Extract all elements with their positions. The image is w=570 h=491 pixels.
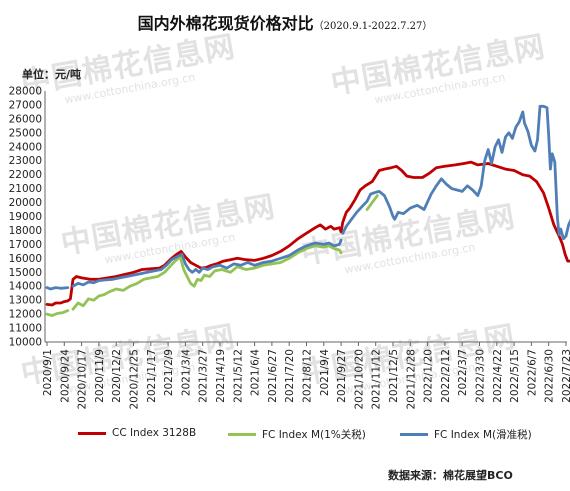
x-tick-label: 2022/2/12 bbox=[440, 349, 452, 403]
series-line-fc-index-1pct bbox=[365, 194, 379, 211]
x-tick-label: 2022/3/7 bbox=[457, 349, 469, 396]
y-tick-label: 26000 bbox=[9, 113, 42, 125]
legend-label-fc-index-1pct: FC Index M(1%关税) bbox=[262, 429, 366, 441]
y-tick-label: 24000 bbox=[9, 141, 42, 153]
y-tick-label: 27000 bbox=[9, 99, 42, 111]
x-tick-label: 2021/8/12 bbox=[302, 349, 314, 403]
x-tick-label: 2020/9/1 bbox=[42, 349, 54, 396]
y-tick-label: 18000 bbox=[9, 225, 42, 237]
legend-label-cc-index: CC Index 3128B bbox=[112, 427, 197, 439]
legend-swatch-fc-index-1pct bbox=[228, 433, 256, 436]
chart-legend: CC Index 3128B FC Index M(1%关税) FC Index… bbox=[0, 427, 570, 447]
legend-item-fc-index-1pct: FC Index M(1%关税) bbox=[228, 427, 366, 442]
series-line-fc-index-sliding bbox=[45, 286, 70, 291]
x-tick-label: 2022/6/7 bbox=[526, 349, 538, 396]
y-tick-label: 17000 bbox=[9, 239, 42, 251]
x-tick-label: 2021/3/27 bbox=[198, 349, 210, 403]
x-tick-label: 2022/1/20 bbox=[423, 349, 435, 403]
series-line-fc-index-sliding bbox=[341, 104, 570, 241]
chart-title-range: （2020.9.1-2022.7.27） bbox=[313, 21, 433, 32]
x-tick-label: 2021/11/12 bbox=[371, 349, 383, 410]
legend-label-fc-index-sliding: FC Index M(滑准税) bbox=[434, 429, 532, 441]
series-lines bbox=[45, 104, 570, 317]
x-tick-label: 2022/7/23 bbox=[561, 349, 570, 403]
x-tick-label: 2021/12/5 bbox=[388, 349, 400, 403]
x-tick-label: 2020/12/25 bbox=[129, 349, 141, 410]
x-tick-label: 2021/3/4 bbox=[180, 349, 192, 396]
y-tick-label: 20000 bbox=[9, 197, 42, 209]
x-tick-label: 2020/11/9 bbox=[94, 349, 106, 403]
y-tick-label: 13000 bbox=[9, 295, 42, 307]
y-tick-label: 19000 bbox=[9, 211, 42, 223]
x-tick-label: 2021/2/9 bbox=[163, 349, 175, 396]
x-tick-label: 2021/9/27 bbox=[336, 349, 348, 403]
series-line-fc-index-sliding bbox=[71, 238, 343, 288]
series-line-fc-index-1pct bbox=[71, 244, 343, 311]
x-tick-label: 2022/5/15 bbox=[509, 349, 521, 403]
y-tick-label: 22000 bbox=[9, 169, 42, 181]
series-line-cc-index bbox=[45, 160, 570, 307]
x-tick-label: 2021/9/4 bbox=[319, 349, 331, 396]
x-tick-label: 2022/6/30 bbox=[544, 349, 556, 403]
x-tick-label: 2021/7/20 bbox=[284, 349, 296, 403]
legend-swatch-fc-index-sliding bbox=[400, 433, 428, 436]
y-tick-label: 16000 bbox=[9, 253, 42, 265]
y-tick-label: 28000 bbox=[9, 86, 42, 98]
y-axis-unit-label: 单位：元/吨 bbox=[22, 68, 82, 81]
x-tick-label: 2021/10/20 bbox=[353, 349, 365, 410]
x-tick-label: 2022/3/30 bbox=[475, 349, 487, 403]
y-tick-label: 25000 bbox=[9, 127, 42, 139]
legend-item-cc-index: CC Index 3128B bbox=[78, 427, 196, 439]
y-tick-label: 11000 bbox=[9, 323, 42, 335]
series-line-fc-index-1pct bbox=[45, 309, 70, 317]
x-tick-label: 2021/5/12 bbox=[232, 349, 244, 403]
x-axis-ticks: 2020/9/1 2020/9/24 2020/10/17 2020/11/9 2020… bbox=[42, 342, 570, 410]
x-tick-label: 2020/9/24 bbox=[59, 349, 71, 403]
chart-title-text: 国内外棉花现货价格对比 bbox=[137, 14, 314, 33]
y-tick-label: 23000 bbox=[9, 155, 42, 167]
x-tick-label: 2020/10/17 bbox=[77, 349, 89, 410]
chart-axes bbox=[44, 91, 567, 343]
x-tick-label: 2021/6/27 bbox=[267, 349, 279, 403]
legend-swatch-cc-index bbox=[78, 431, 106, 435]
x-tick-label: 2021/1/17 bbox=[146, 349, 158, 403]
y-tick-label: 10000 bbox=[9, 337, 42, 349]
x-tick-label: 2021/12/28 bbox=[405, 349, 417, 410]
x-tick-label: 2020/12/2 bbox=[111, 349, 123, 403]
x-tick-label: 2021/4/19 bbox=[215, 349, 227, 403]
chart-title: 国内外棉花现货价格对比（2020.9.1-2022.7.27） bbox=[0, 10, 570, 34]
y-tick-label: 14000 bbox=[9, 281, 42, 293]
x-tick-label: 2022/4/22 bbox=[492, 349, 504, 403]
y-tick-label: 12000 bbox=[9, 309, 42, 321]
y-axis-ticks: 10000 11000 12000 13000 14000 15000 16000 17000… bbox=[9, 86, 42, 349]
y-tick-label: 21000 bbox=[9, 183, 42, 195]
data-source-note: 数据来源：棉花展望BCO bbox=[388, 469, 513, 482]
y-tick-label: 15000 bbox=[9, 267, 42, 279]
legend-item-fc-index-sliding: FC Index M(滑准税) bbox=[400, 427, 532, 442]
x-tick-label: 2021/6/4 bbox=[250, 349, 262, 396]
